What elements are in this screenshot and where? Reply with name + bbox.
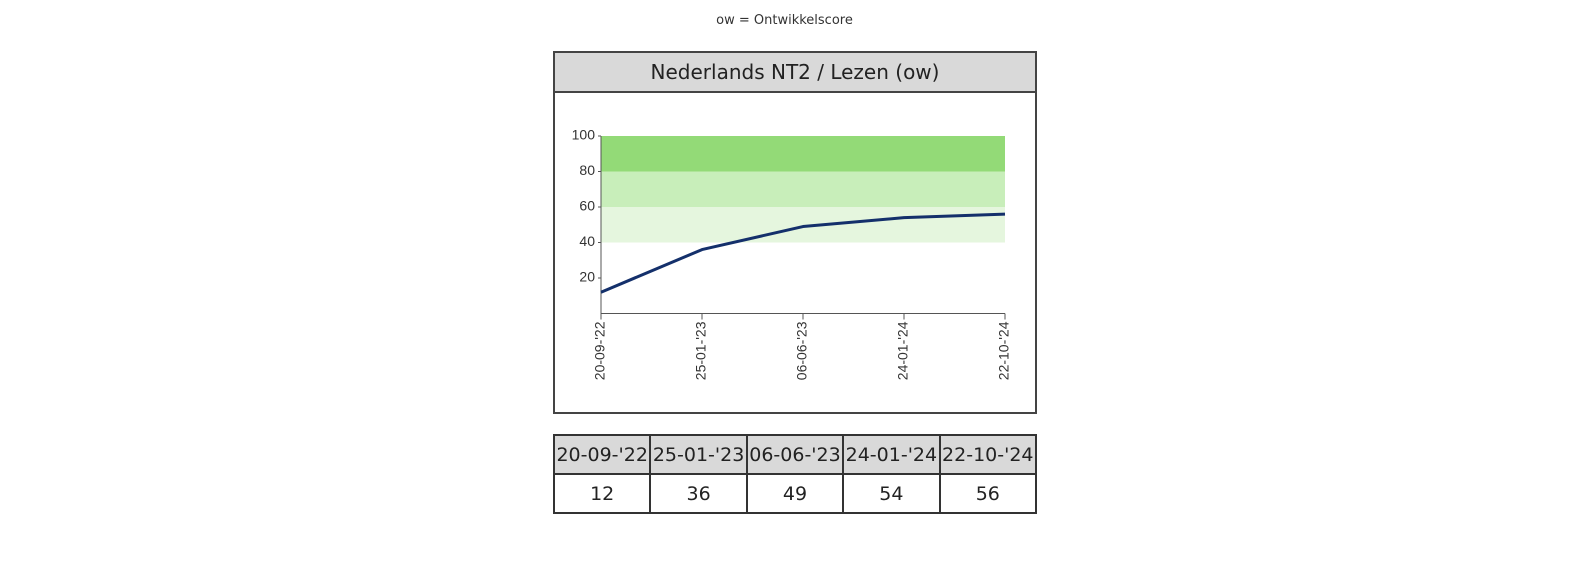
x-tick-label: 25-01-'23 [693, 321, 709, 380]
band [601, 136, 1005, 172]
band [601, 207, 1005, 243]
x-tick-label: 24-01-'24 [895, 321, 911, 380]
x-tick-label: 22-10-'24 [996, 321, 1012, 380]
y-tick-label: 80 [579, 162, 595, 178]
y-tick-label: 20 [579, 269, 595, 285]
value-cell: 36 [649, 473, 748, 514]
chart-panel: Nederlands NT2 / Lezen (ow) 20 40 60 80 100 2… [553, 51, 1037, 414]
value-cell: 12 [552, 473, 652, 514]
header-cell: 20-09-'22 [552, 434, 652, 475]
line [600, 212, 1006, 294]
table-values: 12 36 49 54 56 [552, 473, 1038, 514]
header-cell: 06-06-'23 [745, 434, 845, 475]
y-tick-label: 40 [579, 233, 595, 249]
value-cell: 49 [745, 473, 845, 514]
y-tick-label: 60 [579, 198, 595, 214]
band [601, 171, 1005, 207]
chart: 20 40 60 80 100 20-09-'22 25-01-'23 06-06-'23 24… [572, 127, 1012, 381]
data-table: 20-09-'22 25-01-'23 06-06-'23 24-01-'24 22-1… [552, 434, 1038, 514]
header-cell: 22-10-'24 [938, 434, 1038, 475]
header-cell: 25-01-'23 [649, 434, 748, 475]
chart-title: Nederlands NT2 / Lezen (ow) [555, 53, 1035, 93]
header-cell: 24-01-'24 [842, 434, 941, 475]
table-header: 20-09-'22 25-01-'23 06-06-'23 24-01-'24 22-1… [552, 434, 1038, 475]
note: ow = Ontwikkelscore [716, 13, 853, 28]
x-tick-label: 20-09-'22 [592, 321, 608, 380]
x-tick-label: 06-06-'23 [794, 321, 810, 380]
value-cell: 56 [938, 473, 1038, 514]
y-tick-label: 100 [572, 127, 596, 143]
value-cell: 54 [842, 473, 941, 514]
